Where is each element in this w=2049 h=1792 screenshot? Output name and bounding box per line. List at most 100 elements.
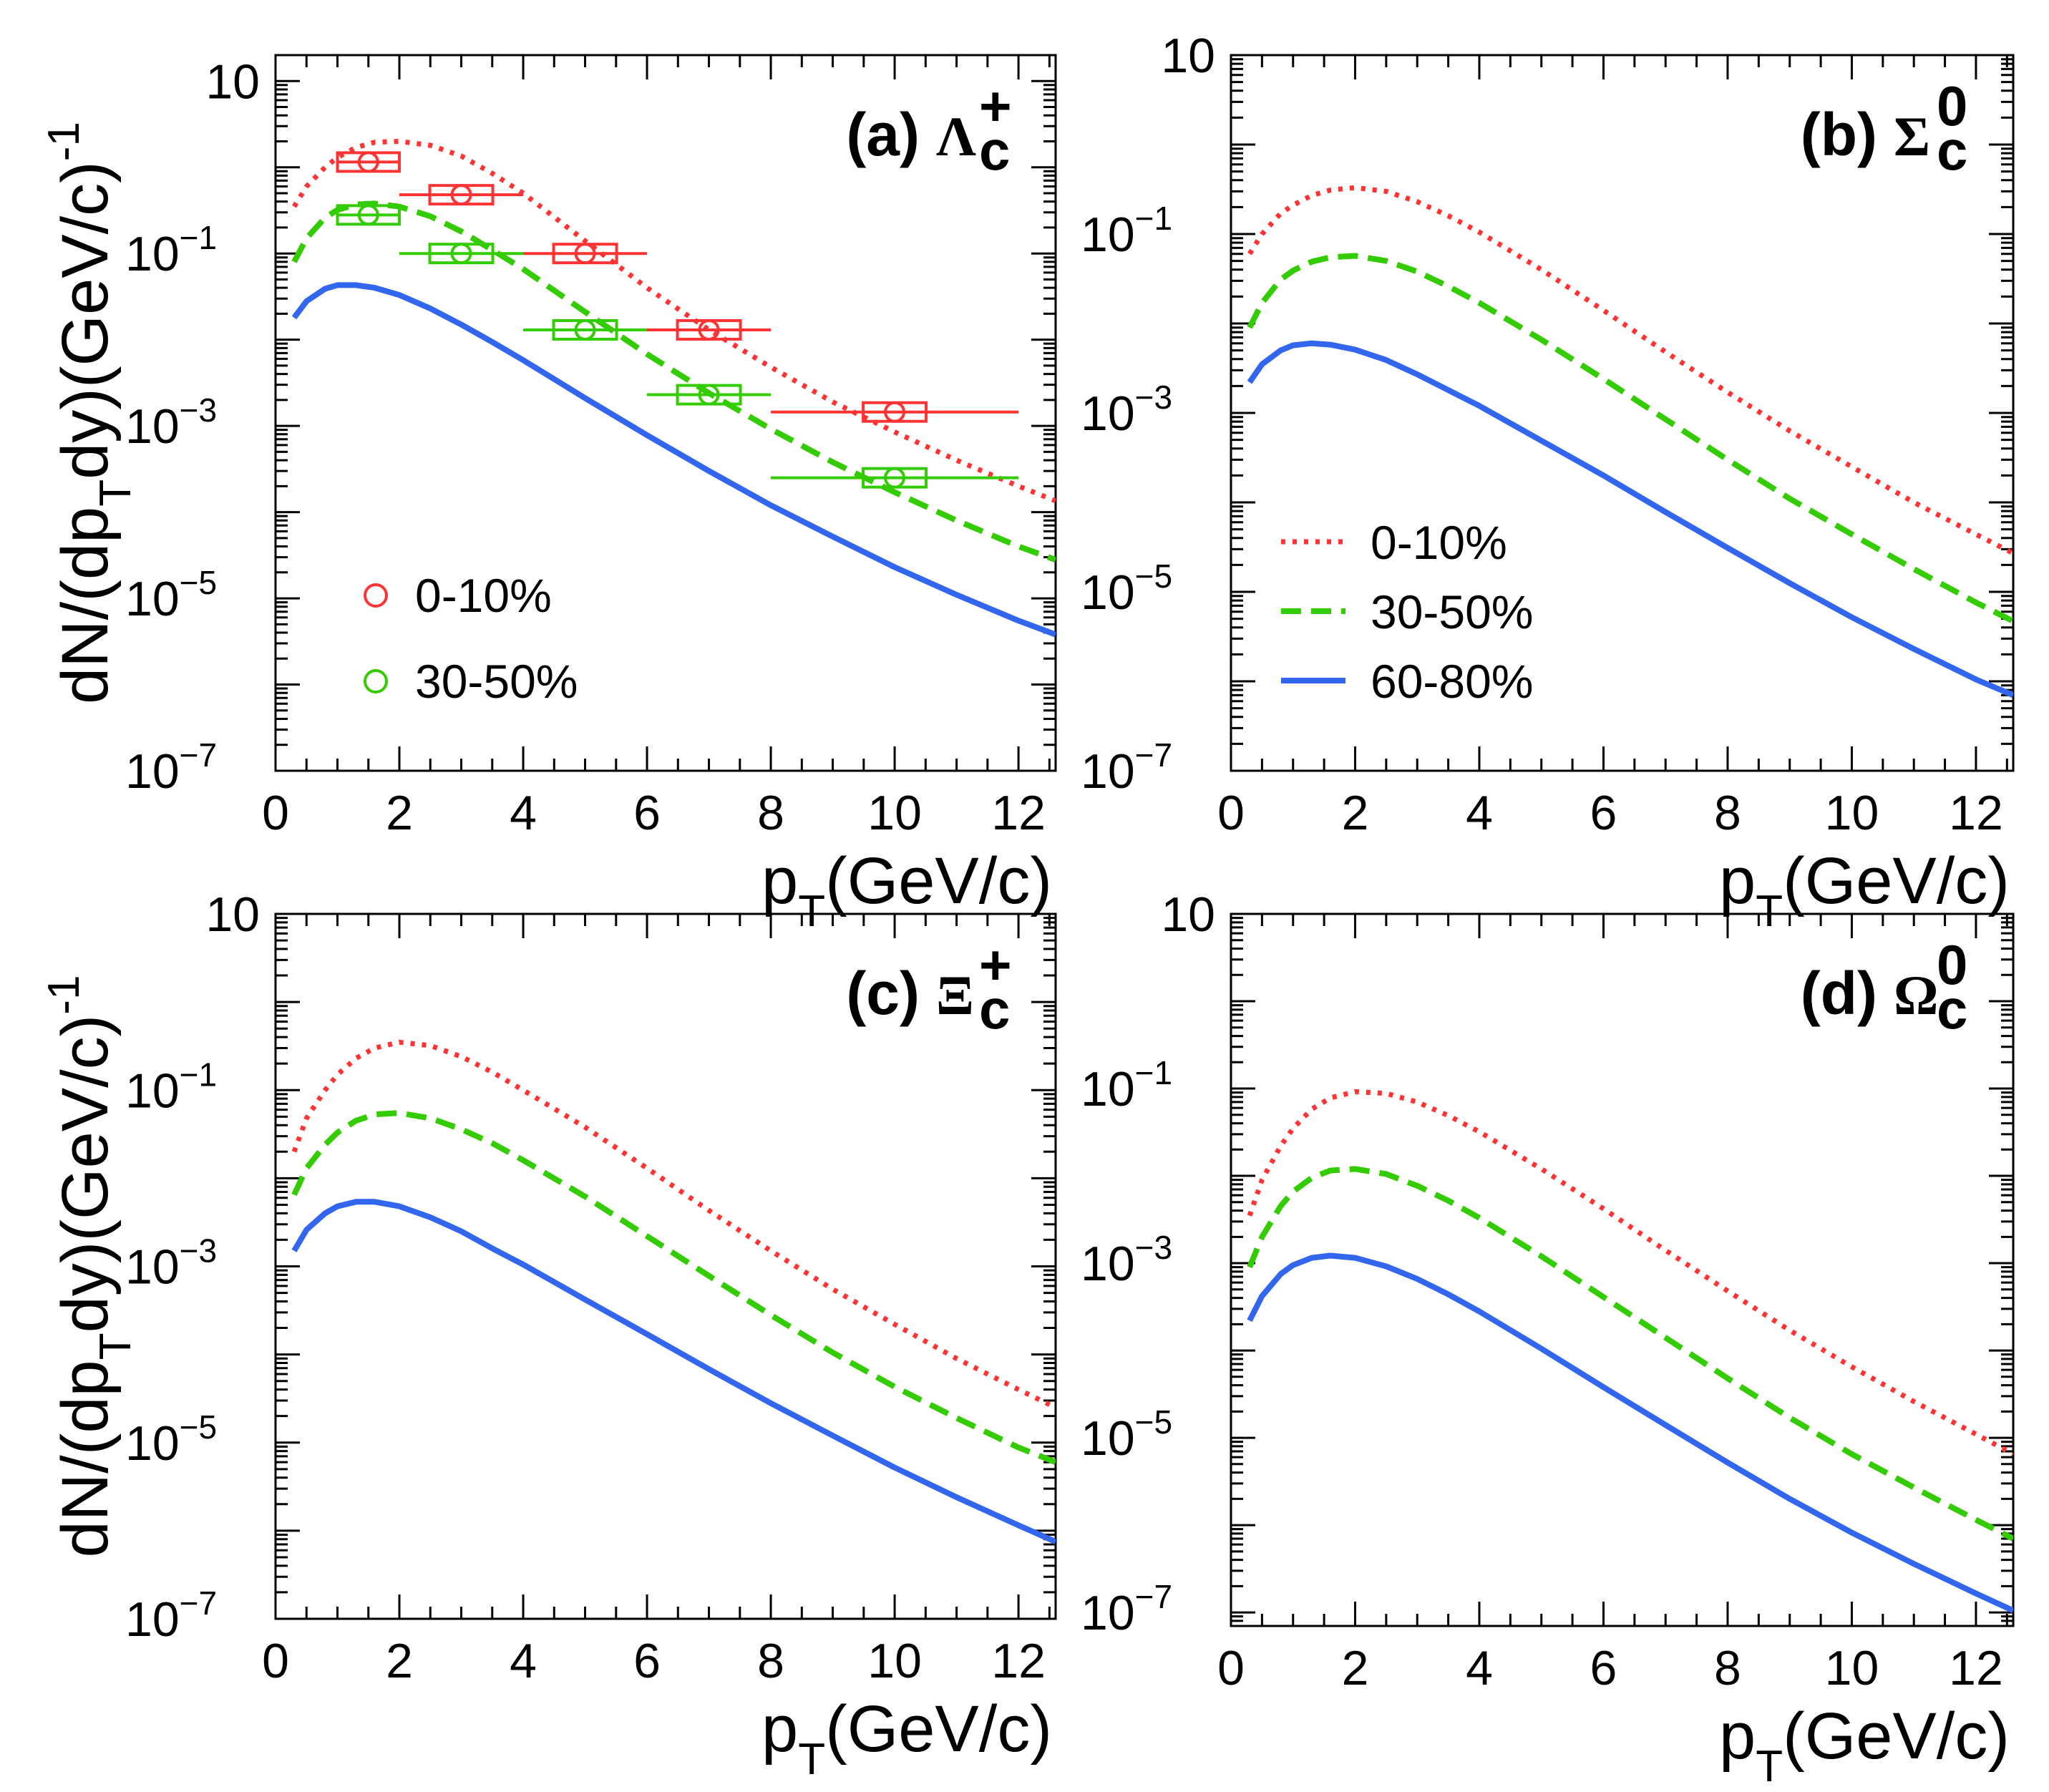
panel-label: (b) — [1801, 101, 1877, 168]
legend-label: 0-10% — [415, 569, 552, 622]
data-points — [336, 151, 1019, 489]
legend-label: 30-50% — [1371, 585, 1534, 638]
y-axis-title-part2: dy)(GeV/c) — [49, 1015, 122, 1333]
y-tick-label: 10−1 — [125, 219, 217, 281]
y-axis-title-part2: dy)(GeV/c) — [49, 161, 122, 479]
y-tick-base: 10 — [1081, 744, 1135, 799]
y-tick-label: 10−1 — [125, 1056, 217, 1118]
y-tick-exponent: −7 — [1135, 1578, 1172, 1615]
x-axis-title-sub: T — [1756, 1742, 1783, 1791]
y-tick-label: 10−5 — [125, 1408, 217, 1471]
y-tick-label: 10−7 — [125, 736, 217, 799]
series-line-0-10pct — [1247, 1089, 2013, 1456]
x-tick-label: 10 — [1825, 786, 1879, 840]
y-axis-title: dN/(dpTdy)(GeV/c)-1 — [39, 975, 140, 1558]
y-tick-exponent: −1 — [1135, 200, 1172, 237]
series-line-0-10pct — [291, 1039, 1056, 1410]
x-axis-title-sub: T — [1756, 887, 1783, 936]
x-tick-label: 8 — [757, 1634, 784, 1688]
particle-superscript: + — [979, 933, 1012, 996]
x-tick-label: 12 — [1949, 786, 2003, 840]
panel-label: (d) — [1801, 960, 1877, 1027]
x-tick-label: 6 — [633, 786, 661, 840]
particle-subscript: c — [1937, 978, 1967, 1041]
x-tick-label: 6 — [1590, 786, 1617, 840]
y-tick-base: 10 — [125, 1063, 180, 1118]
particle-superscript: + — [979, 74, 1012, 137]
curves — [1247, 185, 2013, 698]
series-line-30-50pct — [291, 1110, 1056, 1465]
x-tick-label: 2 — [1342, 786, 1369, 840]
particle-symbol-main: Ω — [1894, 964, 1938, 1026]
x-tick-label: 4 — [510, 1634, 537, 1688]
data-point — [450, 243, 472, 265]
y-tick-base: 10 — [125, 227, 180, 281]
x-tick-label: 12 — [991, 786, 1046, 840]
y-tick-exponent: −3 — [180, 391, 217, 429]
x-axis-title-rest: (GeV/c) — [825, 1693, 1052, 1766]
x-axis-title-main: p — [761, 844, 798, 917]
x-tick-label: 0 — [1217, 1641, 1245, 1695]
y-tick-label: 10−7 — [125, 1584, 217, 1647]
legend: 0-10% 30-50% 60-80% — [1281, 516, 1534, 708]
legend-marker — [364, 583, 388, 608]
x-axis-title-rest: (GeV/c) — [825, 844, 1052, 917]
y-tick-label: 10 — [1161, 29, 1215, 83]
series-line-30-50pct — [1247, 253, 2013, 624]
x-axis-title-main: p — [1719, 844, 1756, 917]
x-axis-title: pT(GeV/c) — [761, 1693, 1052, 1784]
y-axis-title-sub: T — [91, 479, 140, 507]
x-tick-label: 8 — [757, 786, 784, 840]
legend-label: 30-50% — [415, 655, 578, 708]
y-tick-exponent: −7 — [1135, 736, 1172, 774]
x-axis: 0 2 4 6 8 10 12 — [262, 55, 1051, 840]
particle-symbol: Ω — [1894, 964, 1938, 1026]
y-tick-exponent: −7 — [180, 736, 217, 774]
x-tick-label: 8 — [1714, 786, 1741, 840]
particle-symbol-main: Λ — [936, 105, 976, 167]
particle-superscript: 0 — [1937, 74, 1967, 137]
x-axis-title: pT(GeV/c) — [1719, 844, 2010, 936]
y-axis-title-part1: dN/(dp — [49, 507, 122, 704]
y-tick-label: 10−1 — [1081, 1054, 1172, 1116]
y-tick-label: 10−3 — [1081, 1229, 1172, 1291]
x-tick-label: 12 — [1949, 1641, 2003, 1695]
x-tick-label: 2 — [1342, 1641, 1369, 1695]
y-tick-label: 10−3 — [1081, 379, 1172, 441]
x-tick-label: 4 — [1466, 1641, 1493, 1695]
y-axis-title-sup: -1 — [39, 122, 89, 161]
particle-symbol-main: Ξ — [936, 964, 974, 1026]
series-line-0-10pct — [1247, 185, 2013, 556]
x-tick-label: 0 — [1217, 786, 1245, 840]
x-axis: 0 2 4 6 8 10 12 — [1217, 914, 2008, 1695]
data-point — [884, 401, 906, 423]
x-tick-label: 12 — [991, 1634, 1046, 1688]
series-line-30-50pct — [291, 200, 1056, 563]
x-tick-label: 4 — [510, 786, 537, 840]
y-tick-base: 10 — [205, 887, 260, 942]
x-tick-label: 8 — [1714, 1641, 1741, 1695]
y-tick-base: 10 — [1081, 1237, 1135, 1291]
x-tick-label: 6 — [633, 1634, 661, 1688]
series-line-60-80pct — [291, 1199, 1056, 1544]
x-axis-title-main: p — [1719, 1700, 1756, 1773]
legend-marker — [364, 669, 388, 693]
particle-superscript: 0 — [1937, 933, 1967, 996]
y-tick-label: 10−1 — [1081, 200, 1172, 262]
y-tick-base: 10 — [1161, 29, 1215, 83]
y-tick-label: 10 — [1161, 887, 1215, 942]
plot-frame — [1230, 912, 2015, 1627]
y-tick-label: 10−7 — [1081, 736, 1172, 799]
y-tick-exponent: −1 — [1135, 1054, 1172, 1091]
y-tick-exponent: −3 — [180, 1232, 217, 1270]
particle-symbol: Σ — [1894, 105, 1930, 167]
x-axis: 0 2 4 6 8 10 12 — [262, 914, 1051, 1688]
data-point — [357, 151, 379, 173]
y-tick-exponent: −5 — [1135, 1403, 1172, 1441]
x-tick-label: 10 — [867, 786, 922, 840]
series-line-60-80pct — [291, 282, 1056, 638]
